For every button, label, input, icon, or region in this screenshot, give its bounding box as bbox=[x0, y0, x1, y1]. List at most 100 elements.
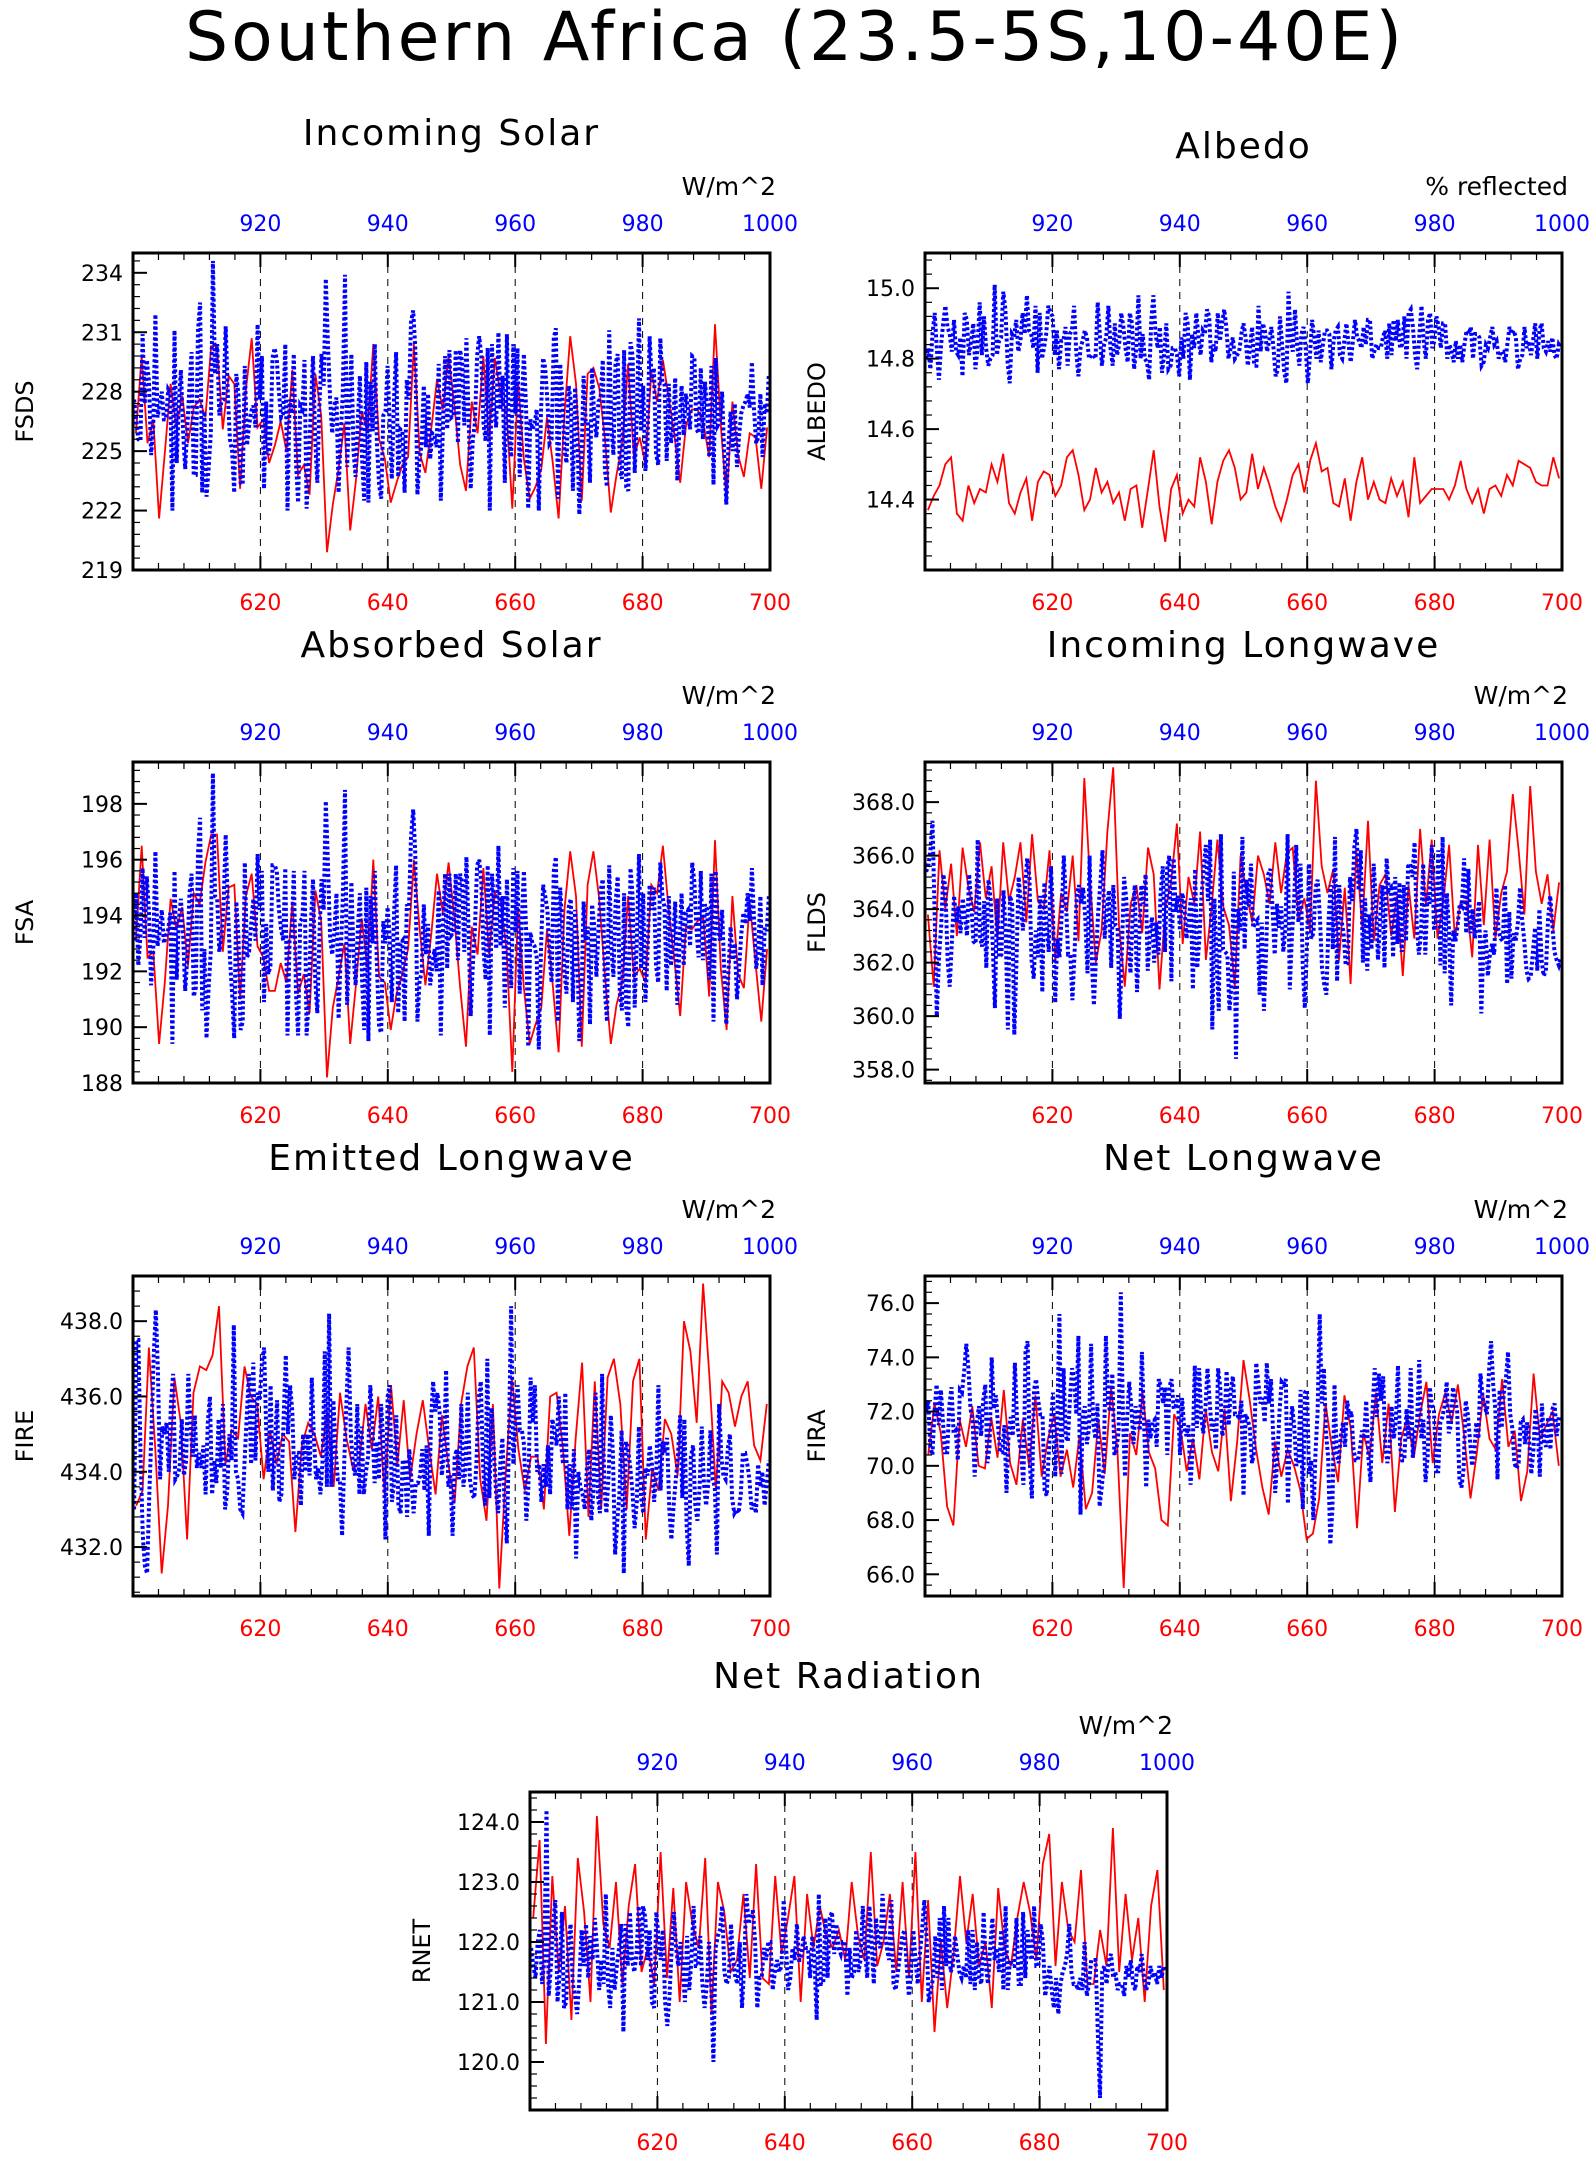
x-bottom-tick-label: 620 bbox=[239, 1104, 281, 1129]
units-label: W/m^2 bbox=[1079, 1711, 1173, 1740]
y-tick-label: 362.0 bbox=[852, 952, 915, 977]
x-bottom-tick-label: 680 bbox=[622, 1104, 664, 1129]
x-top-tick-label: 940 bbox=[1159, 1235, 1201, 1260]
x-bottom-tick-label: 640 bbox=[1159, 591, 1201, 616]
chart-title: Net Longwave bbox=[1103, 1138, 1384, 1179]
x-bottom-tick-label: 640 bbox=[367, 1617, 409, 1642]
y-axis-label: FSDS bbox=[11, 380, 39, 442]
series-line-red bbox=[927, 767, 1560, 990]
units-label: W/m^2 bbox=[1474, 681, 1568, 710]
chart-panel-flds: Incoming Longwave W/m^2 FLDS 358.0 360.0 362.… bbox=[803, 625, 1590, 1129]
y-tick-label: 120.0 bbox=[457, 2051, 520, 2076]
y-tick-label: 360.0 bbox=[852, 1005, 915, 1030]
x-top-tick-label: 1000 bbox=[742, 1235, 798, 1260]
x-top-tick-label: 980 bbox=[622, 721, 664, 746]
x-bottom-tick-label: 680 bbox=[622, 591, 664, 616]
x-top-tick-label: 980 bbox=[622, 212, 664, 237]
y-tick-label: 14.4 bbox=[866, 489, 915, 514]
chart-panel-albedo: Albedo % reflected ALBEDO 14.4 14.6 14.8 15.0 6… bbox=[803, 126, 1590, 616]
series-line-blue bbox=[925, 284, 1562, 384]
y-tick-label: 74.0 bbox=[866, 1346, 915, 1371]
x-bottom-tick-label: 660 bbox=[1286, 1104, 1328, 1129]
chart-panel-fsa: Absorbed Solar W/m^2 FSA 188 190 192 194 196 198… bbox=[11, 625, 798, 1129]
plot-frame bbox=[528, 1790, 1169, 2112]
series-line-blue bbox=[530, 1809, 1167, 2099]
y-tick-label: 192 bbox=[81, 960, 123, 985]
x-top-tick-label: 960 bbox=[1286, 721, 1328, 746]
y-axis-label: ALBEDO bbox=[803, 362, 831, 461]
series-line-blue bbox=[133, 1306, 770, 1574]
plot-frame bbox=[923, 1274, 1564, 1598]
x-top-tick-label: 1000 bbox=[1534, 1235, 1590, 1260]
y-tick-label: 432.0 bbox=[60, 1536, 123, 1561]
series-line-blue bbox=[133, 260, 770, 515]
x-top-tick-label: 920 bbox=[239, 212, 281, 237]
y-tick-label: 123.0 bbox=[457, 1871, 520, 1896]
x-top-tick-label: 980 bbox=[1414, 721, 1456, 746]
chart-title: Incoming Longwave bbox=[1047, 625, 1441, 666]
x-top-tick-label: 980 bbox=[1414, 1235, 1456, 1260]
chart-title: Emitted Longwave bbox=[268, 1138, 635, 1179]
x-top-tick-label: 1000 bbox=[1534, 212, 1590, 237]
x-bottom-tick-label: 700 bbox=[749, 1104, 791, 1129]
x-bottom-tick-label: 660 bbox=[494, 1617, 536, 1642]
x-top-tick-label: 960 bbox=[891, 1751, 933, 1776]
y-tick-label: 14.6 bbox=[866, 418, 915, 443]
y-tick-label: 14.8 bbox=[866, 348, 915, 373]
x-bottom-tick-label: 620 bbox=[1031, 1104, 1073, 1129]
x-top-tick-label: 940 bbox=[764, 1751, 806, 1776]
y-tick-label: 228 bbox=[81, 381, 123, 406]
series-line-blue bbox=[133, 773, 770, 1050]
y-axis-label: FIRA bbox=[803, 1409, 831, 1463]
x-bottom-tick-label: 680 bbox=[1414, 1104, 1456, 1129]
chart-panel-fire: Emitted Longwave W/m^2 FIRE 432.0 434.0 436.0… bbox=[11, 1138, 798, 1642]
x-bottom-tick-label: 620 bbox=[636, 2131, 678, 2156]
chart-title: Absorbed Solar bbox=[300, 625, 602, 666]
y-tick-label: 68.0 bbox=[866, 1509, 915, 1534]
x-bottom-tick-label: 700 bbox=[1146, 2131, 1188, 2156]
x-bottom-tick-label: 680 bbox=[622, 1617, 664, 1642]
chart-panel-fira: Net Longwave W/m^2 FIRA 66.0 68.0 70.0 72.0 74.… bbox=[803, 1138, 1590, 1642]
x-top-tick-label: 960 bbox=[1286, 1235, 1328, 1260]
x-bottom-tick-label: 640 bbox=[367, 591, 409, 616]
plot-frame bbox=[923, 251, 1564, 572]
y-tick-label: 234 bbox=[81, 262, 123, 287]
units-label: W/m^2 bbox=[682, 172, 776, 201]
x-top-tick-label: 920 bbox=[1031, 1235, 1073, 1260]
y-tick-label: 122.0 bbox=[457, 1931, 520, 1956]
x-bottom-tick-label: 660 bbox=[494, 591, 536, 616]
plot-frame bbox=[131, 251, 772, 572]
x-bottom-tick-label: 700 bbox=[749, 591, 791, 616]
series-line-red bbox=[532, 1815, 1165, 2045]
y-axis-label: RNET bbox=[408, 1918, 436, 1983]
x-bottom-tick-label: 660 bbox=[1286, 1617, 1328, 1642]
y-tick-label: 436.0 bbox=[60, 1385, 123, 1410]
units-label: % reflected bbox=[1425, 172, 1568, 201]
y-tick-label: 15.0 bbox=[866, 277, 915, 302]
chart-panels: Incoming Solar W/m^2 FSDS 219 222 225 228 231 23… bbox=[11, 113, 1590, 2156]
series-line-red bbox=[927, 439, 1560, 542]
x-bottom-tick-label: 660 bbox=[1286, 591, 1328, 616]
x-bottom-tick-label: 640 bbox=[367, 1104, 409, 1129]
figure-title: Southern Africa (23.5-5S,10-40E) bbox=[185, 0, 1405, 77]
x-top-tick-label: 1000 bbox=[1139, 1751, 1195, 1776]
y-tick-label: 188 bbox=[81, 1072, 123, 1097]
y-tick-label: 368.0 bbox=[852, 791, 915, 816]
x-top-tick-label: 940 bbox=[1159, 721, 1201, 746]
x-top-tick-label: 920 bbox=[1031, 721, 1073, 746]
y-tick-label: 70.0 bbox=[866, 1455, 915, 1480]
chart-title: Albedo bbox=[1175, 126, 1312, 167]
y-tick-label: 438.0 bbox=[60, 1310, 123, 1335]
chart-title: Net Radiation bbox=[713, 1656, 984, 1697]
x-bottom-tick-label: 620 bbox=[1031, 1617, 1073, 1642]
x-bottom-tick-label: 620 bbox=[1031, 591, 1073, 616]
units-label: W/m^2 bbox=[1474, 1195, 1568, 1224]
chart-panel-rnet: Net Radiation W/m^2 RNET 120.0 121.0 122.0 123… bbox=[408, 1656, 1195, 2156]
x-bottom-tick-label: 700 bbox=[1541, 1104, 1583, 1129]
x-top-tick-label: 920 bbox=[636, 1751, 678, 1776]
y-tick-label: 366.0 bbox=[852, 845, 915, 870]
y-axis-label: FIRE bbox=[11, 1410, 39, 1463]
y-tick-label: 198 bbox=[81, 793, 123, 818]
x-bottom-tick-label: 700 bbox=[749, 1617, 791, 1642]
y-tick-label: 124.0 bbox=[457, 1811, 520, 1836]
